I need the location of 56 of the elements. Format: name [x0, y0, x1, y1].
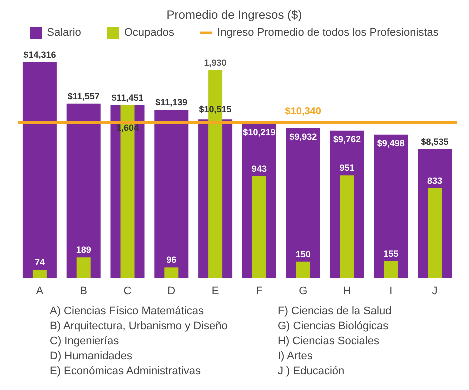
data-label: $9,498	[377, 138, 405, 148]
legend-label: Salario	[47, 27, 82, 39]
chart-title: Promedio de Ingresos ($)	[166, 8, 302, 22]
data-label: 943	[252, 164, 267, 174]
legend-label: Ingreso Promedio de todos los Profesionistas	[218, 27, 440, 39]
data-label: $14,316	[24, 50, 56, 60]
bar	[154, 110, 189, 278]
data-label: 96	[166, 255, 177, 266]
text: J ) Educación	[278, 366, 345, 378]
data-label: 189	[76, 245, 92, 256]
annotation: $10,340	[285, 106, 322, 118]
data-label: 1,930	[204, 58, 227, 68]
x-tick-label: G	[299, 286, 308, 298]
bar	[340, 176, 354, 278]
x-tick-label: D	[168, 286, 176, 298]
bar	[296, 262, 310, 278]
data-label: $11,557	[68, 91, 100, 102]
text: C) Ingenierías	[50, 336, 120, 348]
data-label: 951	[340, 163, 355, 174]
data-label: $9,762	[333, 134, 362, 144]
text: E) Económicas Administrativas	[50, 366, 202, 378]
bar	[286, 128, 320, 278]
text: H) Ciencias Sociales	[278, 336, 380, 348]
data-label: $8,535	[421, 136, 449, 147]
text: D) Humanidades	[50, 350, 134, 362]
bar	[164, 268, 179, 278]
data-label: 833	[428, 176, 443, 186]
text: B) Arquitectura, Urbanismo y Diseño	[50, 320, 228, 332]
x-tick-label: C	[124, 286, 132, 298]
data-label: $11,139	[156, 98, 188, 108]
bar	[76, 258, 91, 278]
data-label: $9,932	[290, 132, 318, 142]
bar	[32, 270, 47, 278]
bar	[384, 261, 398, 278]
bar	[374, 134, 408, 278]
data-label: 155	[384, 248, 399, 259]
text: A) Ciencias Físico Matemáticas	[50, 306, 205, 318]
bar	[252, 176, 266, 278]
x-tick-label: F	[256, 286, 264, 298]
bar	[22, 62, 57, 278]
x-tick-label: H	[343, 286, 352, 298]
data-label: $10,219	[243, 128, 276, 138]
bar	[66, 104, 101, 278]
x-tick-label: B	[80, 286, 88, 298]
x-tick-label: J	[432, 286, 438, 298]
legend-label: Ocupados	[124, 27, 176, 39]
text: I) Artes	[278, 350, 314, 362]
text: G) Ciencias Biológicas	[278, 320, 390, 332]
x-tick-label: A	[36, 286, 44, 298]
x-tick-label: E	[212, 286, 220, 298]
x-tick-label: I	[390, 286, 393, 298]
data-label: 150	[296, 249, 311, 260]
data-label: $11,451	[112, 92, 144, 103]
bar	[428, 188, 442, 278]
data-label: 74	[34, 258, 45, 268]
text: F) Ciencias de la Salud	[278, 306, 392, 318]
